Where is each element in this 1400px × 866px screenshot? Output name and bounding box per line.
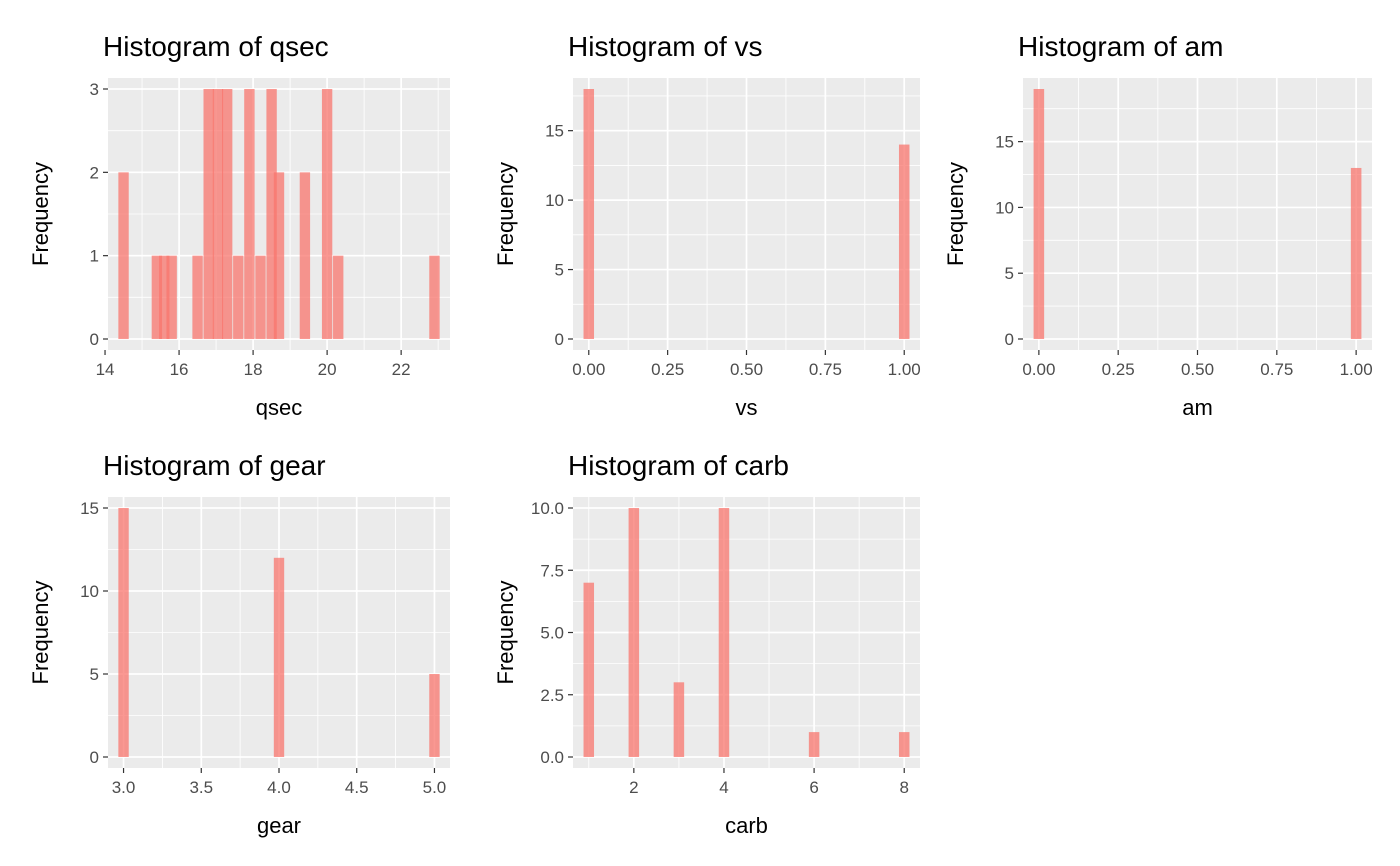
histogram-bar xyxy=(212,89,224,339)
x-tick-label: 0.00 xyxy=(572,360,605,379)
x-tick-label: 0.75 xyxy=(809,360,842,379)
y-tick-label: 15 xyxy=(545,122,564,141)
histogram-bar xyxy=(299,172,311,339)
histogram-bar xyxy=(898,144,910,339)
x-tick-label: 4.0 xyxy=(267,778,291,797)
x-tick-label: 5.0 xyxy=(423,778,447,797)
y-axis-title: Frequency xyxy=(493,162,518,266)
x-tick-label: 2 xyxy=(629,778,638,797)
y-tick-label: 10.0 xyxy=(531,499,564,518)
histogram-panel: 14 16 18 20 22 0 1 2 3 qsec Frequency Histogram of … xyxy=(28,31,450,420)
x-tick-label: 0.75 xyxy=(1260,360,1293,379)
chart-title: Histogram of am xyxy=(1018,31,1223,62)
x-tick-label: 3.0 xyxy=(112,778,136,797)
histogram-bar xyxy=(255,255,266,339)
x-axis-title: qsec xyxy=(256,395,302,420)
histogram-bar xyxy=(583,582,595,757)
y-tick-label: 0 xyxy=(90,748,99,767)
y-axis-title: Frequency xyxy=(28,162,53,266)
x-tick-label: 0.25 xyxy=(1102,360,1135,379)
histogram-bar xyxy=(151,255,163,339)
y-tick-label: 0 xyxy=(1005,330,1014,349)
histogram-bar xyxy=(898,732,910,757)
histogram-bar xyxy=(628,508,640,757)
y-tick-label: 0 xyxy=(555,330,564,349)
histogram-bar xyxy=(429,255,440,339)
x-tick-label: 1.00 xyxy=(1340,360,1373,379)
histogram-bar xyxy=(333,255,344,339)
histogram-bar xyxy=(583,89,595,339)
y-tick-label: 5.0 xyxy=(540,624,564,643)
histogram-bar xyxy=(273,172,285,339)
y-tick-label: 7.5 xyxy=(540,561,564,580)
histogram-bar xyxy=(166,255,177,339)
y-tick-label: 2 xyxy=(90,163,99,182)
histogram-bar xyxy=(718,508,730,757)
histogram-bar xyxy=(673,682,685,757)
x-tick-label: 0.50 xyxy=(1181,360,1214,379)
y-tick-label: 5 xyxy=(90,665,99,684)
x-tick-label: 0.50 xyxy=(730,360,763,379)
x-tick-label: 20 xyxy=(318,360,337,379)
histogram-bar xyxy=(192,255,203,339)
x-tick-label: 4 xyxy=(719,778,728,797)
y-axis-title: Frequency xyxy=(943,162,968,266)
chart-title: Histogram of carb xyxy=(568,450,789,481)
y-axis-title: Frequency xyxy=(493,581,518,685)
histogram-bar xyxy=(222,89,233,339)
y-tick-label: 5 xyxy=(555,261,564,280)
chart-title: Histogram of vs xyxy=(568,31,763,62)
chart-title: Histogram of gear xyxy=(103,450,326,481)
x-tick-label: 3.5 xyxy=(189,778,213,797)
histogram-bar xyxy=(233,255,244,339)
histogram-bar xyxy=(273,557,285,757)
y-tick-label: 0 xyxy=(90,330,99,349)
histogram-panel: 2 4 6 8 0.0 2.5 5.0 7.5 10.0 carb Frequency Histogr… xyxy=(493,450,920,838)
y-axis-title: Frequency xyxy=(28,581,53,685)
histogram-bar xyxy=(808,732,820,757)
y-tick-label: 10 xyxy=(80,582,99,601)
histogram-bar xyxy=(1350,167,1362,339)
x-tick-label: 14 xyxy=(96,360,115,379)
y-tick-label: 1 xyxy=(90,247,99,266)
histogram-panel: 3.0 3.5 4.0 4.5 5.0 0 5 10 15 gear Frequency Histog… xyxy=(28,450,450,838)
x-tick-label: 6 xyxy=(809,778,818,797)
y-tick-label: 15 xyxy=(995,133,1014,152)
y-tick-label: 2.5 xyxy=(540,686,564,705)
y-tick-label: 0.0 xyxy=(540,748,564,767)
y-tick-label: 3 xyxy=(90,80,99,99)
histogram-bar xyxy=(321,89,333,339)
x-axis-title: vs xyxy=(736,395,758,420)
x-axis-title: carb xyxy=(725,813,768,838)
y-tick-label: 15 xyxy=(80,499,99,518)
x-tick-label: 22 xyxy=(392,360,411,379)
histogram-bar xyxy=(266,89,277,339)
x-tick-label: 16 xyxy=(170,360,189,379)
histogram-bar xyxy=(429,674,440,757)
y-tick-label: 5 xyxy=(1005,264,1014,283)
histogram-bar xyxy=(118,172,129,339)
x-tick-label: 4.5 xyxy=(345,778,369,797)
histogram-bar xyxy=(1033,89,1045,339)
histogram-panel: 0.00 0.25 0.50 0.75 1.00 0 5 10 15 vs Frequency His… xyxy=(493,31,921,420)
y-tick-label: 10 xyxy=(545,191,564,210)
histogram-bar xyxy=(159,255,170,339)
chart-title: Histogram of qsec xyxy=(103,31,329,62)
x-tick-label: 0.25 xyxy=(651,360,684,379)
histogram-bar xyxy=(118,508,129,757)
histogram-bar xyxy=(244,89,255,339)
y-tick-label: 10 xyxy=(995,198,1014,217)
x-tick-label: 18 xyxy=(244,360,263,379)
x-tick-label: 8 xyxy=(899,778,908,797)
x-axis-title: gear xyxy=(257,813,301,838)
histogram-panel: 0.00 0.25 0.50 0.75 1.00 0 5 10 15 am Frequency His… xyxy=(943,31,1373,420)
x-tick-label: 1.00 xyxy=(888,360,921,379)
x-tick-label: 0.00 xyxy=(1022,360,1055,379)
x-axis-title: am xyxy=(1182,395,1213,420)
histogram-bar xyxy=(203,89,214,339)
